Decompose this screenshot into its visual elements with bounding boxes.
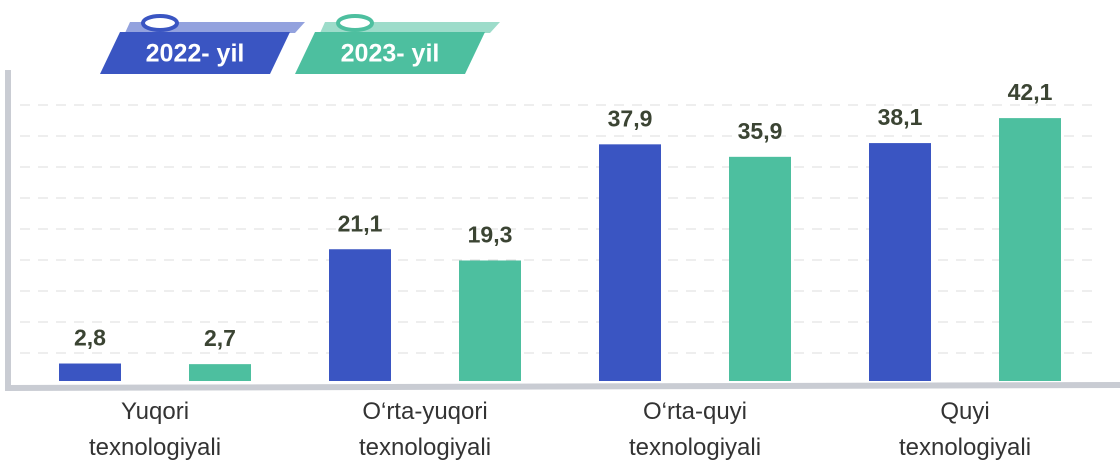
legend-ring (141, 14, 179, 32)
bar (329, 249, 391, 381)
bar (869, 143, 931, 381)
bar (59, 363, 121, 381)
bar (729, 156, 791, 381)
bar (189, 364, 251, 381)
x-tick-label: O‘rta-quyi texnologiyali (629, 398, 761, 461)
legend: 2022- yil 2023- yil (100, 14, 500, 74)
bar (599, 144, 661, 381)
value-label: 2,8 (74, 325, 106, 351)
x-tick-label: O‘rta-yuqori texnologiyali (359, 398, 491, 461)
bar (999, 118, 1061, 381)
value-label: 2,7 (204, 325, 236, 351)
legend-ring (336, 14, 374, 32)
axis-frame (5, 70, 1120, 392)
x-tick-label: Quyi texnologiyali (899, 398, 1031, 461)
value-label: 35,9 (738, 118, 783, 144)
value-label: 38,1 (878, 104, 923, 130)
legend-swatch (100, 32, 290, 74)
legend-label: 2023- yil (341, 40, 440, 68)
value-label: 37,9 (608, 105, 653, 131)
value-label: 42,1 (1008, 79, 1053, 105)
x-tick-label: Yuqori texnologiyali (89, 398, 221, 461)
legend-label: 2022- yil (146, 40, 245, 68)
background (20, 104, 1100, 354)
value-label: 19,3 (468, 222, 513, 248)
legend-swatch (295, 32, 485, 74)
bar (459, 260, 521, 381)
value-label: 21,1 (338, 210, 383, 236)
